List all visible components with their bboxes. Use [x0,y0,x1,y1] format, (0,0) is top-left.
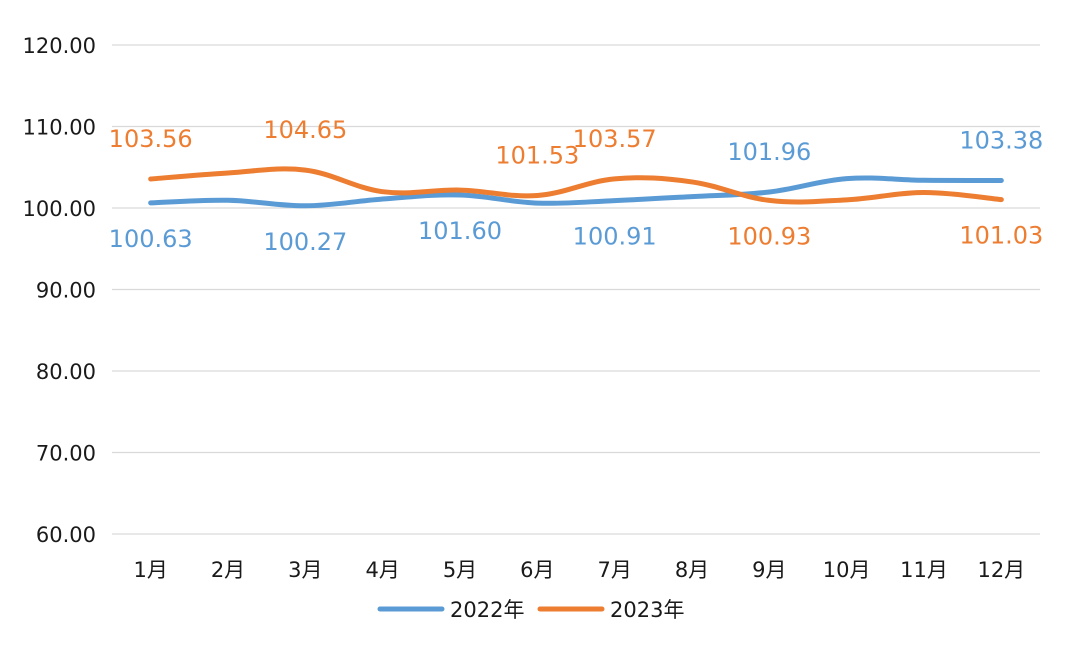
legend-label: 2022年 [450,598,524,622]
legend: 2022年 2023年 [377,598,684,622]
data-label: 104.65 [263,116,347,144]
data-label: 101.96 [727,138,811,166]
data-label: 103.57 [573,125,657,153]
series-line-1 [148,166,1004,205]
series-lines [148,166,1004,209]
data-label: 100.63 [109,225,193,253]
x-tick-label: 12月 [977,558,1025,582]
data-label: 101.60 [418,217,502,245]
x-tick-label: 7月 [597,558,631,582]
y-tick-label: 100.00 [23,197,96,221]
x-tick-label: 5月 [443,558,477,582]
y-tick-label: 110.00 [23,116,96,140]
data-label: 103.38 [959,126,1043,154]
y-tick-label: 60.00 [36,523,96,547]
x-tick-label: 8月 [675,558,709,582]
x-tick-label: 10月 [823,558,871,582]
gridlines [112,44,1040,535]
y-tick-label: 120.00 [23,34,96,58]
legend-label: 2023年 [610,598,684,622]
data-label: 100.27 [263,228,347,256]
x-tick-label: 6月 [520,558,554,582]
x-axis-ticks: 1月 2月 3月 4月 5月 6月 7月 8月 9月 10月 11月 12月 [133,558,1025,582]
x-tick-label: 1月 [133,558,167,582]
y-axis-ticks: 60.00 70.00 80.00 90.00 100.00 110.00 120.00 [23,34,96,547]
y-tick-label: 70.00 [36,442,96,466]
y-tick-label: 80.00 [36,360,96,384]
x-tick-label: 9月 [752,558,786,582]
data-label: 101.53 [495,142,579,170]
x-tick-label: 4月 [365,558,399,582]
data-label: 100.91 [573,223,657,251]
data-label: 101.03 [959,222,1043,250]
data-labels: 100.63 100.27 101.60 100.91 101.96 103.38 103.… [109,116,1044,256]
x-tick-label: 3月 [288,558,322,582]
x-tick-label: 11月 [900,558,948,582]
data-label: 103.56 [109,125,193,153]
x-tick-label: 2月 [211,558,245,582]
y-tick-label: 90.00 [36,279,96,303]
series-line-0 [148,175,1004,209]
data-label: 100.93 [727,222,811,250]
